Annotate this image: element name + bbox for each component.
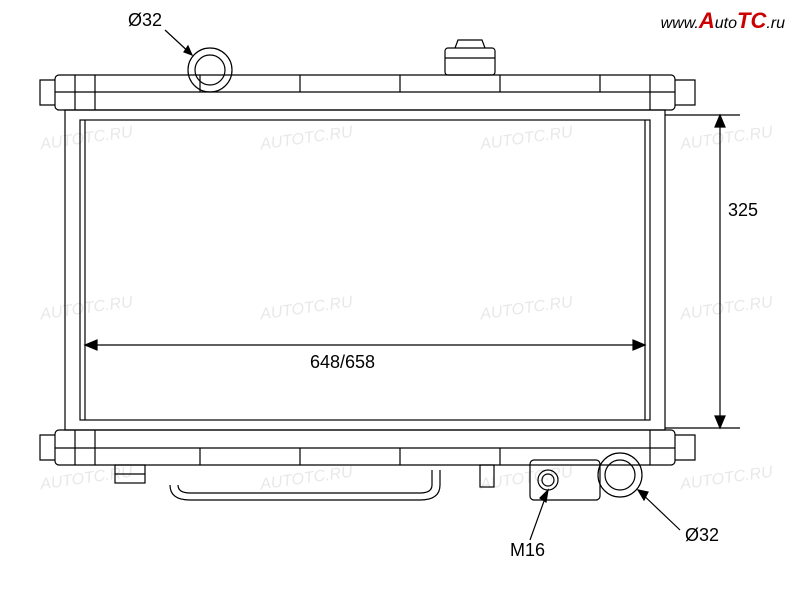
dim-thread: M16 (510, 540, 545, 561)
logo-text-ru: .ru (766, 15, 785, 32)
dim-bottom-port: Ø32 (685, 525, 719, 546)
dim-top-port: Ø32 (128, 10, 162, 31)
logo-text-tc: TC (737, 8, 766, 33)
site-logo: www.AutoTC.ru (661, 8, 785, 34)
dim-width: 648/658 (310, 352, 375, 373)
logo-text-a: A (699, 8, 715, 33)
radiator-drawing (0, 0, 800, 600)
logo-text-uto: uto (715, 15, 737, 32)
dim-height: 325 (728, 200, 758, 221)
logo-text-www: www. (661, 15, 699, 32)
